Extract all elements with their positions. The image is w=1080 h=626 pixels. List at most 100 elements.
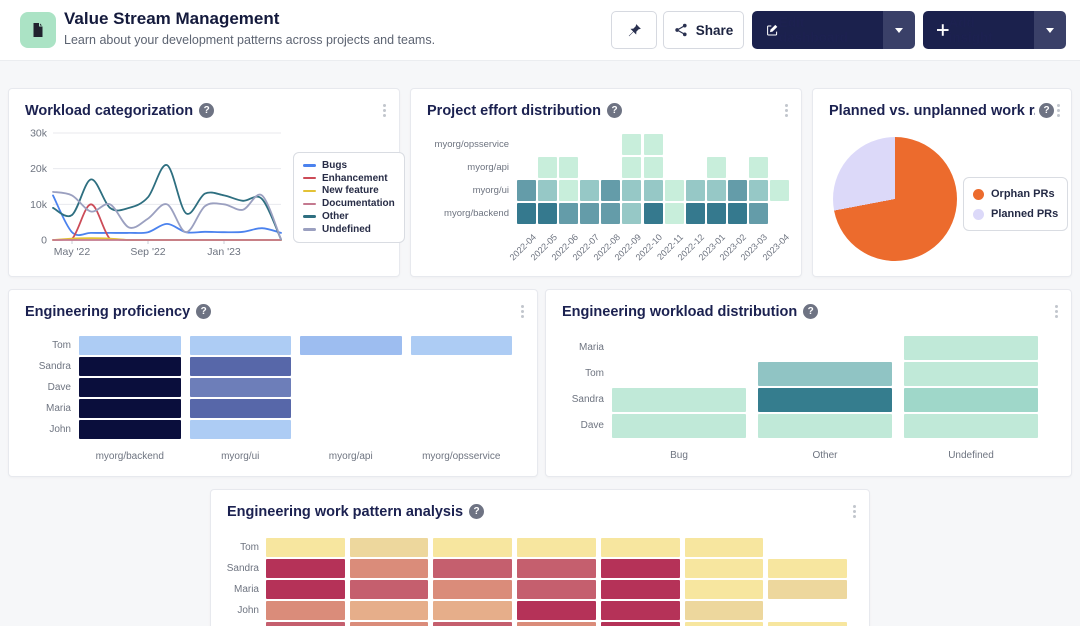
- heatmap-cell[interactable]: [685, 180, 705, 201]
- heatmap-cell[interactable]: [600, 580, 680, 599]
- heatmap-cell[interactable]: [266, 538, 345, 557]
- kebab-menu-icon[interactable]: [1052, 303, 1061, 320]
- heatmap-cell[interactable]: [664, 203, 684, 224]
- edit-dashboard-button[interactable]: Edit dashboard: [752, 11, 883, 49]
- pin-dashboard-button[interactable]: [611, 11, 657, 49]
- heatmap-cell[interactable]: [349, 580, 429, 599]
- heatmap-cell[interactable]: [517, 601, 596, 620]
- heatmap-cell[interactable]: [79, 420, 181, 439]
- heatmap-cell[interactable]: [622, 134, 642, 155]
- heatmap-cell[interactable]: [517, 538, 596, 557]
- legend-item[interactable]: Enhancement: [303, 172, 395, 185]
- heatmap-cell[interactable]: [768, 622, 847, 626]
- heatmap-cell[interactable]: [612, 414, 746, 438]
- heatmap-cell[interactable]: [684, 559, 764, 578]
- heatmap-cell[interactable]: [433, 559, 513, 578]
- heatmap-cell[interactable]: [684, 601, 764, 620]
- heatmap-cell[interactable]: [79, 399, 181, 418]
- heatmap-cell[interactable]: [622, 180, 642, 201]
- heatmap-cell[interactable]: [189, 420, 291, 439]
- heatmap-cell[interactable]: [622, 203, 642, 224]
- heatmap-cell[interactable]: [601, 203, 621, 224]
- heatmap-cell[interactable]: [517, 180, 537, 201]
- heatmap-cell[interactable]: [517, 580, 596, 599]
- heatmap-cell[interactable]: [643, 134, 663, 155]
- heatmap-cell[interactable]: [727, 203, 747, 224]
- heatmap-cell[interactable]: [748, 180, 768, 201]
- heatmap-cell[interactable]: [266, 580, 345, 599]
- heatmap-cell[interactable]: [684, 538, 764, 557]
- legend-item[interactable]: Other: [303, 210, 395, 223]
- heatmap-cell[interactable]: [748, 157, 768, 178]
- heatmap-cell[interactable]: [79, 378, 181, 397]
- add-insight-button[interactable]: Add insight: [923, 11, 1034, 49]
- heatmap-cell[interactable]: [349, 622, 429, 626]
- heatmap-cell[interactable]: [684, 622, 764, 626]
- legend-item[interactable]: Undefined: [303, 223, 395, 236]
- kebab-menu-icon[interactable]: [1054, 102, 1063, 119]
- heatmap-cell[interactable]: [349, 559, 429, 578]
- heatmap-cell[interactable]: [266, 559, 345, 578]
- heatmap-cell[interactable]: [300, 336, 402, 355]
- help-icon[interactable]: ?: [607, 103, 622, 118]
- heatmap-cell[interactable]: [433, 601, 513, 620]
- heatmap-cell[interactable]: [189, 336, 291, 355]
- heatmap-cell[interactable]: [538, 157, 558, 178]
- heatmap-cell[interactable]: [768, 580, 847, 599]
- heatmap-cell[interactable]: [904, 362, 1038, 386]
- heatmap-cell[interactable]: [189, 357, 291, 376]
- kebab-menu-icon[interactable]: [380, 102, 389, 119]
- heatmap-cell[interactable]: [600, 601, 680, 620]
- help-icon[interactable]: ?: [199, 103, 215, 118]
- heatmap-cell[interactable]: [517, 622, 596, 626]
- heatmap-cell[interactable]: [748, 203, 768, 224]
- heatmap-cell[interactable]: [622, 157, 642, 178]
- heatmap-cell[interactable]: [612, 388, 746, 412]
- legend-item[interactable]: Documentation: [303, 197, 395, 210]
- heatmap-cell[interactable]: [758, 388, 892, 412]
- heatmap-cell[interactable]: [769, 180, 789, 201]
- heatmap-cell[interactable]: [580, 180, 600, 201]
- legend-item[interactable]: New feature: [303, 185, 395, 198]
- help-icon[interactable]: ?: [1039, 103, 1054, 118]
- series-line[interactable]: [52, 190, 282, 241]
- heatmap-cell[interactable]: [727, 180, 747, 201]
- heatmap-cell[interactable]: [768, 559, 847, 578]
- heatmap-cell[interactable]: [517, 559, 596, 578]
- heatmap-cell[interactable]: [266, 601, 345, 620]
- heatmap-cell[interactable]: [79, 357, 181, 376]
- heatmap-cell[interactable]: [189, 378, 291, 397]
- kebab-menu-icon[interactable]: [518, 303, 527, 320]
- heatmap-cell[interactable]: [643, 203, 663, 224]
- heatmap-cell[interactable]: [643, 180, 663, 201]
- heatmap-cell[interactable]: [266, 622, 345, 626]
- legend-item[interactable]: Orphan PRs: [973, 184, 1058, 204]
- kebab-menu-icon[interactable]: [850, 503, 859, 520]
- heatmap-cell[interactable]: [349, 601, 429, 620]
- heatmap-cell[interactable]: [433, 538, 513, 557]
- heatmap-cell[interactable]: [601, 180, 621, 201]
- series-line[interactable]: [52, 194, 282, 236]
- series-line[interactable]: [52, 164, 282, 241]
- heatmap-cell[interactable]: [79, 336, 181, 355]
- share-button[interactable]: Share: [663, 11, 744, 49]
- heatmap-cell[interactable]: [904, 336, 1038, 360]
- add-insight-dropdown[interactable]: [1034, 11, 1066, 49]
- heatmap-cell[interactable]: [904, 388, 1038, 412]
- heatmap-cell[interactable]: [410, 336, 512, 355]
- heatmap-cell[interactable]: [664, 180, 684, 201]
- legend-item[interactable]: Planned PRs: [973, 204, 1058, 224]
- heatmap-cell[interactable]: [685, 203, 705, 224]
- pie-chart[interactable]: [833, 137, 957, 261]
- kebab-menu-icon[interactable]: [782, 102, 791, 119]
- heatmap-cell[interactable]: [600, 622, 680, 626]
- heatmap-cell[interactable]: [559, 203, 579, 224]
- line-chart[interactable]: 0 10k 20k 30k May '22 Sep '22 Jan '23: [9, 89, 399, 276]
- heatmap-cell[interactable]: [600, 559, 680, 578]
- heatmap-cell[interactable]: [433, 580, 513, 599]
- help-icon[interactable]: ?: [469, 504, 485, 519]
- heatmap-cell[interactable]: [706, 203, 726, 224]
- heatmap-cell[interactable]: [559, 157, 579, 178]
- heatmap-cell[interactable]: [538, 180, 558, 201]
- heatmap-cell[interactable]: [706, 157, 726, 178]
